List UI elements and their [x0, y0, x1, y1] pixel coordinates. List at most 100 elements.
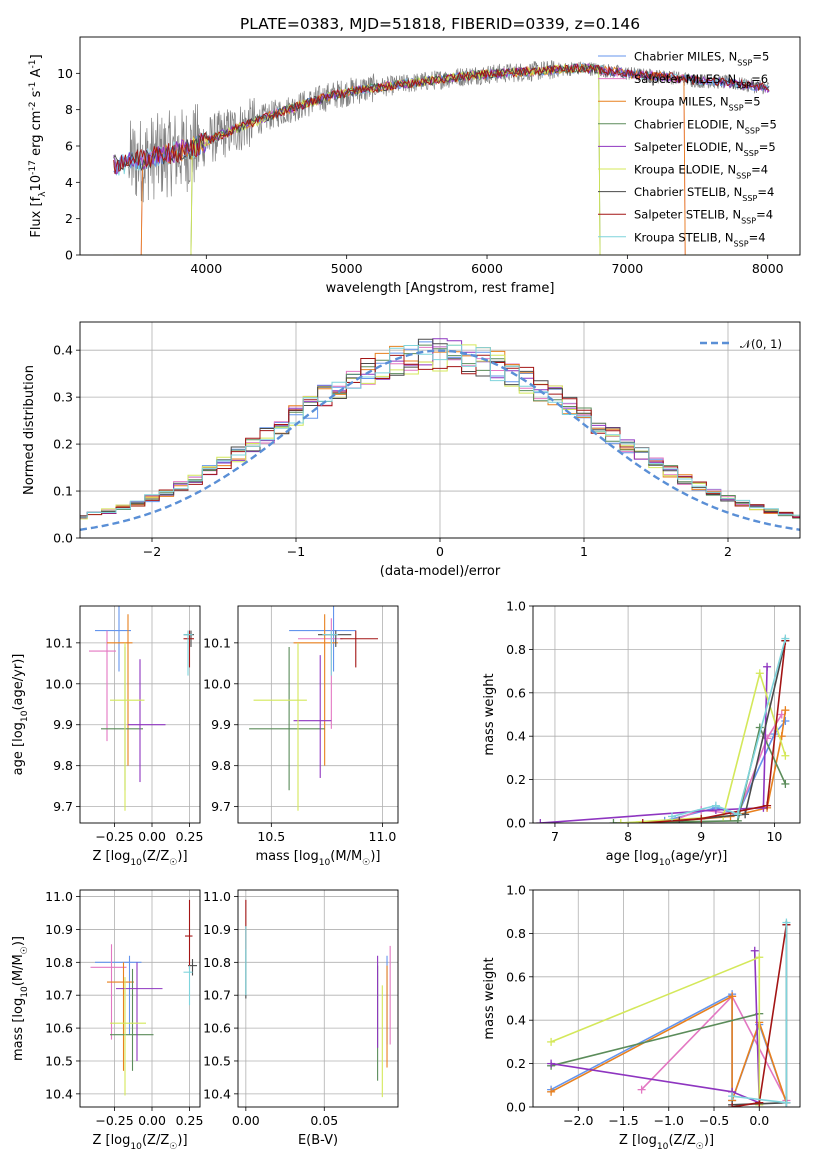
y-axis-label: Normed distribution	[22, 365, 37, 495]
x-axis-label: mass [log10(M/M☉)]	[256, 849, 381, 868]
weight-marker	[781, 751, 790, 760]
weight-marker	[547, 1087, 556, 1096]
weight-marker	[781, 717, 790, 726]
weight-marker	[755, 953, 764, 962]
y-tick-label: 2	[65, 211, 73, 226]
plot-area	[89, 606, 194, 811]
residual-histogram-7	[80, 354, 800, 518]
y-tick-label: 9.8	[53, 758, 73, 773]
weight-marker	[763, 801, 772, 810]
axes-frame	[79, 605, 201, 824]
x-tick-label: 8000	[752, 261, 784, 276]
weight-line-4	[540, 666, 768, 823]
model-spectrum-line-2	[113, 63, 770, 255]
legend-entry-2: Kroupa MILES, NSSP=5	[634, 95, 761, 113]
weight-marker	[781, 779, 790, 788]
data-point-2	[107, 962, 134, 1071]
weight-marker	[728, 1103, 737, 1107]
weight-line-5	[550, 956, 761, 1105]
x-tick-label: −2.0	[563, 1113, 593, 1128]
x-tick-label: 10	[766, 829, 782, 844]
y-tick-label: 0.2	[53, 437, 73, 452]
weight-marker	[616, 819, 625, 823]
y-tick-label: 10.4	[45, 1086, 73, 1101]
x-axis-label: Z [log10(Z/Z☉)]	[92, 849, 187, 868]
y-tick-label: 10.6	[203, 1021, 231, 1036]
weight-marker	[637, 1085, 646, 1094]
y-tick-label: 11.0	[203, 889, 231, 904]
axes-weight_vs_age: 7 8 9 10 0.0 0.2 0.4 0.6 0.8 1.0 age [log10(age/yr…	[482, 599, 801, 868]
y-tick-label: 6	[65, 139, 73, 154]
weight-marker	[755, 669, 764, 678]
weight-marker	[741, 810, 750, 819]
axes-frame	[79, 36, 801, 256]
y-tick-label: 0.4	[506, 729, 526, 744]
axes-residuals: −2 −1 0 1 2 0.0 0.1 0.2 0.3 0.4 (data-model)/error…	[22, 321, 801, 579]
data-point-8	[183, 630, 193, 676]
y-tick-label: 10.5	[45, 1053, 73, 1068]
data-point-7	[340, 630, 378, 668]
y-tick-label: 1.0	[506, 883, 526, 898]
y-tick-label: 0.8	[506, 926, 526, 941]
normal-distribution-curve	[80, 349, 800, 531]
y-tick-label: 0.3	[53, 390, 73, 405]
model-spectrum-line-1	[113, 63, 770, 255]
axes-frame	[79, 889, 201, 1108]
x-tick-label: −1.5	[608, 1113, 638, 1128]
x-tick-label: 9	[697, 829, 705, 844]
y-tick-label: 0	[65, 248, 73, 263]
y-tick-label: 9.9	[53, 717, 73, 732]
data-point-3	[110, 968, 154, 1071]
y-tick-label: 10.7	[203, 988, 231, 1003]
y-tick-label: 10.8	[45, 955, 73, 970]
axes-mass_vs_Z: −0.25 0.00 0.25 10.4 10.5 10.6 10.7 10.8 10.9 11.…	[11, 889, 203, 1152]
data-point-0	[95, 955, 142, 1035]
weight-marker	[547, 1037, 556, 1046]
data-point-4	[128, 659, 166, 783]
legend-entry-7: Salpeter STELIB, NSSP=4	[634, 208, 773, 226]
y-tick-label: 9.9	[211, 717, 231, 732]
y-tick-label: 0.8	[506, 642, 526, 657]
axes-weight_vs_Z: −2.0 −1.5 −1.0 −0.5 0.0 0.0 0.2 0.4 0.6 0.8 1.0 Z […	[482, 883, 801, 1152]
legend-entry-1: Salpeter MILES, NSSP=6	[634, 72, 768, 90]
axes-frame	[237, 889, 399, 1108]
data-point-8	[322, 630, 338, 676]
data-point-2	[293, 614, 338, 766]
axes-mass_vs_EBV: 0.00 0.05 10.4 10.5 10.6 10.7 10.8 10.9 11.0 E(B-…	[203, 889, 399, 1148]
weight-marker	[781, 706, 790, 715]
y-tick-label: 9.7	[211, 799, 231, 814]
weight-marker	[711, 801, 720, 810]
weight-marker	[728, 1092, 737, 1101]
x-tick-label: 0.25	[176, 1113, 204, 1128]
x-axis-label: E(B-V)	[298, 1133, 338, 1148]
y-tick-label: 0.4	[506, 1013, 526, 1028]
x-tick-label: −0.25	[95, 1113, 133, 1128]
axes-age_vs_Z: −0.25 0.00 0.25 9.7 9.8 9.9 10.0 10.1 Z [log10(Z…	[11, 605, 204, 868]
data-point-2	[107, 614, 133, 766]
y-tick-label: 10.1	[45, 635, 73, 650]
y-axis-label: Flux [fλ10-17 erg cm-2 s-1 A-1]	[28, 54, 48, 237]
weight-marker	[638, 819, 647, 823]
model-spectrum-line-7	[113, 62, 770, 175]
data-point-1	[89, 630, 116, 742]
weight-line-3	[550, 1012, 760, 1067]
x-tick-label: 11.0	[369, 829, 397, 844]
plot-area	[90, 899, 197, 1096]
axes-frame	[237, 605, 399, 824]
weight-marker	[763, 662, 772, 671]
x-tick-label: 10.5	[257, 829, 285, 844]
model-spectrum-line-5	[113, 63, 770, 255]
x-tick-label: 0.25	[176, 829, 204, 844]
y-tick-label: 10.7	[45, 988, 73, 1003]
weight-marker	[697, 814, 706, 823]
x-tick-label: 2	[724, 544, 732, 559]
plot-area	[80, 338, 800, 531]
axes-frame	[532, 605, 801, 824]
x-tick-label: 0.00	[232, 1113, 260, 1128]
x-axis-label: Z [log10(Z/Z☉)]	[92, 1133, 187, 1152]
legend-entry-6: Chabrier STELIB, NSSP=4	[634, 185, 774, 203]
x-tick-label: 7	[551, 829, 559, 844]
x-tick-label: 7000	[611, 261, 643, 276]
weight-marker	[728, 992, 737, 1001]
